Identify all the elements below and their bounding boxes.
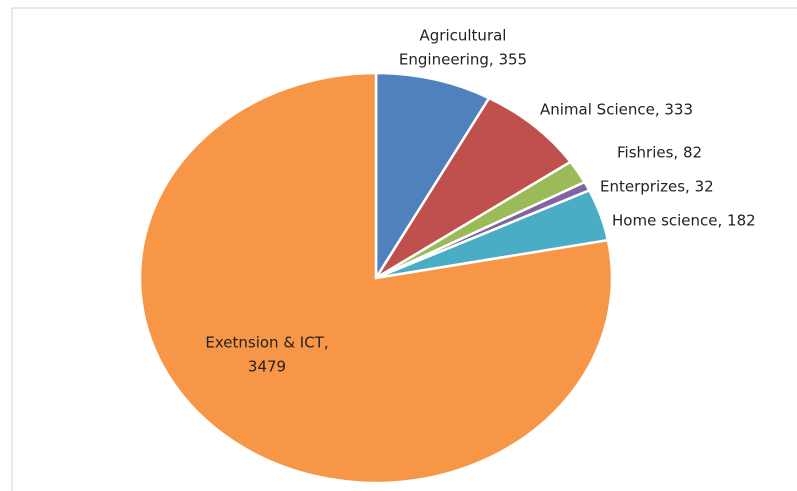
data-label: Enterprizes, 32 bbox=[600, 178, 714, 196]
pie-slice bbox=[374, 96, 573, 280]
data-label: Animal Science, 333 bbox=[540, 101, 693, 119]
pie-slice bbox=[374, 71, 491, 283]
data-label: Agricultural bbox=[420, 27, 507, 45]
chart-frame bbox=[11, 7, 797, 491]
data-label: Fishries, 82 bbox=[617, 144, 702, 162]
data-label: 3479 bbox=[248, 358, 286, 376]
data-label: Engineering, 355 bbox=[399, 51, 527, 69]
pie-slice bbox=[138, 71, 614, 485]
data-label: Home science, 182 bbox=[612, 212, 756, 230]
data-label: Exetnsion & ICT, bbox=[205, 334, 328, 352]
